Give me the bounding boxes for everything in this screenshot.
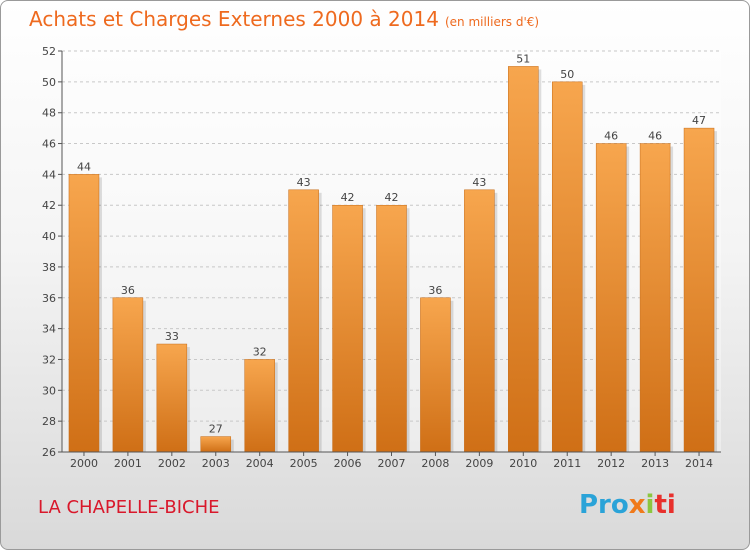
x-tick-label: 2005	[290, 457, 318, 470]
bar-2008	[420, 297, 451, 453]
logo-part-4: ti	[654, 490, 676, 520]
bar-2000	[68, 174, 100, 453]
bar-value-label: 27	[209, 423, 223, 436]
bar-2001	[112, 297, 144, 453]
bar-layer: 44 36 33 27 32 43 42 42 36 43 51 50 46 46 47	[68, 52, 718, 453]
x-tick-label: 2000	[70, 457, 98, 470]
bar-value-label: 33	[165, 330, 179, 343]
logo-part-1: Pro	[579, 490, 629, 520]
bar-2006	[332, 204, 363, 453]
axis-layer: 26 28 30 32 34 36 38 40 42 44 46 48 50 52 2000 2001 2002…	[42, 45, 721, 470]
bar-value-label: 46	[604, 130, 618, 143]
logo-part-3: i	[645, 490, 655, 520]
bar-2013	[639, 143, 671, 453]
x-tick-label: 2007	[378, 457, 406, 470]
y-tick-label: 52	[42, 45, 56, 58]
y-tick-label: 44	[42, 168, 56, 181]
bar-2007	[376, 204, 407, 453]
bar-value-label: 42	[385, 191, 399, 204]
y-tick-label: 38	[42, 261, 56, 274]
bar-value-label: 42	[341, 191, 355, 204]
chart-title: Achats et Charges Externes 2000 à 2014 (e…	[29, 7, 539, 31]
y-tick-label: 28	[42, 415, 56, 428]
location-label: LA CHAPELLE-BICHE	[38, 497, 220, 518]
y-tick-label: 42	[42, 199, 56, 212]
y-tick-label: 26	[42, 446, 56, 459]
y-tick-label: 40	[42, 230, 56, 243]
x-tick-label: 2003	[202, 457, 230, 470]
bar-value-label: 36	[121, 284, 135, 297]
x-tick-label: 2013	[641, 457, 669, 470]
bar-value-label: 32	[253, 345, 267, 358]
bar-value-label: 44	[77, 160, 91, 173]
x-tick-label: 2004	[246, 457, 274, 470]
bar-value-label: 50	[560, 68, 574, 81]
x-tick-label: 2001	[114, 457, 142, 470]
x-tick-label: 2008	[421, 457, 449, 470]
x-tick-label: 2014	[685, 457, 713, 470]
bar-value-label: 46	[648, 130, 662, 143]
y-tick-label: 34	[42, 323, 56, 336]
y-tick-label: 46	[42, 138, 56, 151]
y-tick-label: 36	[42, 292, 56, 305]
y-tick-label: 32	[42, 353, 56, 366]
bar-2012	[595, 143, 627, 453]
bar-2002	[156, 343, 188, 453]
bar-value-label: 43	[297, 176, 311, 189]
y-tick-label: 30	[42, 384, 56, 397]
x-tick-label: 2009	[465, 457, 493, 470]
x-tick-label: 2011	[553, 457, 581, 470]
bar-2014	[683, 127, 715, 453]
y-tick-label: 48	[42, 107, 56, 120]
x-tick-label: 2010	[509, 457, 537, 470]
bar-value-label: 36	[428, 284, 442, 297]
bar-2009	[464, 189, 495, 453]
bar-value-label: 47	[692, 114, 706, 127]
x-tick-label: 2012	[597, 457, 625, 470]
bar-2010	[508, 66, 539, 453]
x-tick-label: 2002	[158, 457, 186, 470]
y-tick-label: 50	[42, 76, 56, 89]
bar-2004	[244, 359, 275, 453]
bar-2005	[288, 189, 319, 453]
x-tick-label: 2006	[334, 457, 362, 470]
chart-title-text: Achats et Charges Externes 2000 à 2014	[29, 7, 439, 31]
logo-part-2: x	[628, 490, 646, 520]
proxiti-logo: Proxiti	[579, 490, 676, 520]
bar-2011	[551, 81, 583, 453]
bar-value-label: 43	[472, 176, 486, 189]
bar-value-label: 51	[516, 52, 530, 65]
chart-unit: (en milliers d'€)	[444, 15, 540, 29]
bar-2003	[200, 436, 232, 453]
